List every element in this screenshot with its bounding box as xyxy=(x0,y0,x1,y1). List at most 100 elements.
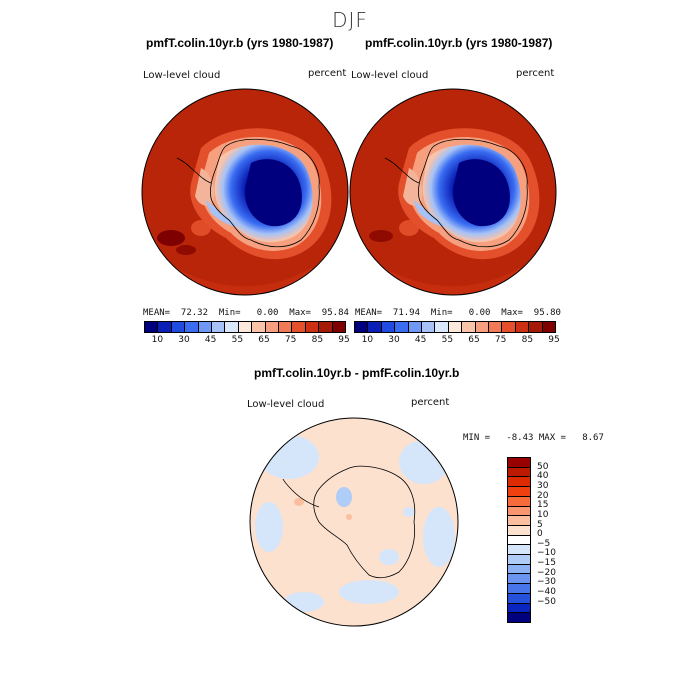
colorbar-swatch xyxy=(462,322,476,332)
colorbar-tick-label: 30 xyxy=(537,480,549,491)
colorbar-tick-label: 85 xyxy=(311,335,324,345)
colorbar-swatch xyxy=(508,506,530,517)
colorbar-swatch xyxy=(508,574,530,585)
panel-1-polar-map xyxy=(141,88,349,296)
colorbar-tick-label: 0 xyxy=(537,529,543,540)
colorbar-swatch xyxy=(508,458,530,468)
colorbar-tick-label: 10 xyxy=(537,509,549,520)
colorbar-swatch xyxy=(542,322,556,332)
colorbar-tick-label: 40 xyxy=(537,471,549,482)
colorbar-swatch xyxy=(508,516,530,526)
colorbar-swatch xyxy=(279,322,293,332)
colorbar-swatch xyxy=(319,322,333,332)
panel-2-polar-map xyxy=(349,88,557,296)
colorbar-swatch xyxy=(508,584,530,594)
diff-units-label: percent xyxy=(411,397,450,408)
colorbar-swatch xyxy=(508,593,530,604)
panel-1-variable-label: Low-level cloud xyxy=(143,70,221,81)
colorbar-swatch xyxy=(508,545,530,556)
colorbar-tick-label: 85 xyxy=(521,335,534,345)
colorbar-swatch xyxy=(238,322,253,332)
panel-2-stats: MEAN= 71.94 Min= 0.00 Max= 95.80 xyxy=(355,308,561,318)
page-title: DJF xyxy=(332,8,368,32)
panel-2-units-label: percent xyxy=(516,68,555,79)
panel-1-colorbar xyxy=(144,321,346,333)
colorbar-swatch xyxy=(332,322,346,332)
colorbar-tick-label: 45 xyxy=(204,335,217,345)
colorbar-swatch xyxy=(355,322,369,332)
colorbar-tick-label: −20 xyxy=(537,567,556,578)
colorbar-swatch xyxy=(198,322,213,332)
colorbar-swatch xyxy=(508,525,530,536)
colorbar-swatch xyxy=(508,487,530,497)
colorbar-swatch xyxy=(265,322,280,332)
colorbar-tick-label: 10 xyxy=(151,335,164,345)
panel-2-subtitle: pmfF.colin.10yr.b (yrs 1980-1987) xyxy=(365,36,553,50)
diff-polar-map xyxy=(249,417,459,627)
colorbar-swatch xyxy=(368,322,382,332)
colorbar-tick-label: −50 xyxy=(537,596,556,607)
panel-1-subtitle: pmfT.colin.10yr.b (yrs 1980-1987) xyxy=(146,36,334,50)
colorbar-swatch xyxy=(448,322,463,332)
panel-2-colorbar xyxy=(354,321,556,333)
colorbar-tick-label: 95 xyxy=(548,335,560,345)
colorbar-tick-label: 55 xyxy=(231,335,244,345)
diff-variable-label: Low-level cloud xyxy=(247,399,325,410)
colorbar-tick-label: 65 xyxy=(258,335,270,345)
colorbar-tick-label: 30 xyxy=(178,335,190,345)
colorbar-swatch xyxy=(395,322,409,332)
colorbar-swatch xyxy=(185,322,199,332)
colorbar-tick-label: −15 xyxy=(537,558,556,569)
colorbar-tick-label: 95 xyxy=(338,335,350,345)
colorbar-swatch xyxy=(508,535,530,546)
colorbar-tick-label: 75 xyxy=(494,335,507,345)
colorbar-tick-label: 50 xyxy=(537,461,549,472)
colorbar-swatch xyxy=(422,322,436,332)
colorbar-swatch xyxy=(508,477,530,488)
colorbar-tick-label: 45 xyxy=(414,335,427,345)
colorbar-tick-label: −10 xyxy=(537,548,556,559)
colorbar-swatch xyxy=(212,322,226,332)
colorbar-swatch xyxy=(508,555,530,565)
colorbar-swatch xyxy=(508,564,530,575)
panel-1-colorbar-ticks: 10 30 45 55 65 75 85 95 xyxy=(144,335,350,347)
panel-2-colorbar-ticks: 10 30 45 55 65 75 85 95 xyxy=(354,335,560,347)
panel-1-units-label: percent xyxy=(308,68,347,79)
colorbar-swatch xyxy=(225,322,239,332)
colorbar-tick-label: 20 xyxy=(537,490,549,501)
colorbar-swatch xyxy=(508,603,530,614)
colorbar-tick-label: 30 xyxy=(388,335,400,345)
colorbar-swatch xyxy=(145,322,159,332)
colorbar-swatch xyxy=(489,322,503,332)
colorbar-swatch xyxy=(508,467,530,478)
colorbar-tick-label: −30 xyxy=(537,577,556,588)
colorbar-swatch xyxy=(408,322,423,332)
colorbar-swatch xyxy=(292,322,306,332)
colorbar-swatch xyxy=(381,322,396,332)
colorbar-tick-label: 75 xyxy=(284,335,297,345)
colorbar-swatch xyxy=(158,322,172,332)
colorbar-tick-label: 65 xyxy=(468,335,480,345)
colorbar-swatch xyxy=(171,322,186,332)
colorbar-swatch xyxy=(435,322,449,332)
colorbar-swatch xyxy=(502,322,516,332)
diff-subtitle: pmfT.colin.10yr.b - pmfF.colin.10yr.b xyxy=(254,366,460,380)
colorbar-swatch xyxy=(529,322,543,332)
colorbar-tick-label: 10 xyxy=(361,335,374,345)
diff-stats: MIN = -8.43 MAX = 8.67 xyxy=(463,433,604,443)
panel-1-stats: MEAN= 72.32 Min= 0.00 Max= 95.84 xyxy=(143,308,349,318)
panel-2-variable-label: Low-level cloud xyxy=(351,70,429,81)
diff-colorbar-ticks: 50 40 30 20 15 10 5 0 −5 −10 −15 −20 −30 −40 −50 xyxy=(537,457,577,621)
colorbar-swatch xyxy=(475,322,490,332)
colorbar-swatch xyxy=(508,496,530,507)
colorbar-tick-label: 5 xyxy=(537,519,543,530)
colorbar-tick-label: 55 xyxy=(441,335,454,345)
colorbar-swatch xyxy=(515,322,530,332)
colorbar-tick-label: −40 xyxy=(537,587,556,598)
colorbar-swatch xyxy=(508,613,530,622)
colorbar-swatch xyxy=(305,322,320,332)
colorbar-tick-label: 15 xyxy=(537,500,549,511)
colorbar-swatch xyxy=(252,322,266,332)
diff-colorbar xyxy=(507,457,531,623)
colorbar-tick-label: −5 xyxy=(537,538,551,549)
